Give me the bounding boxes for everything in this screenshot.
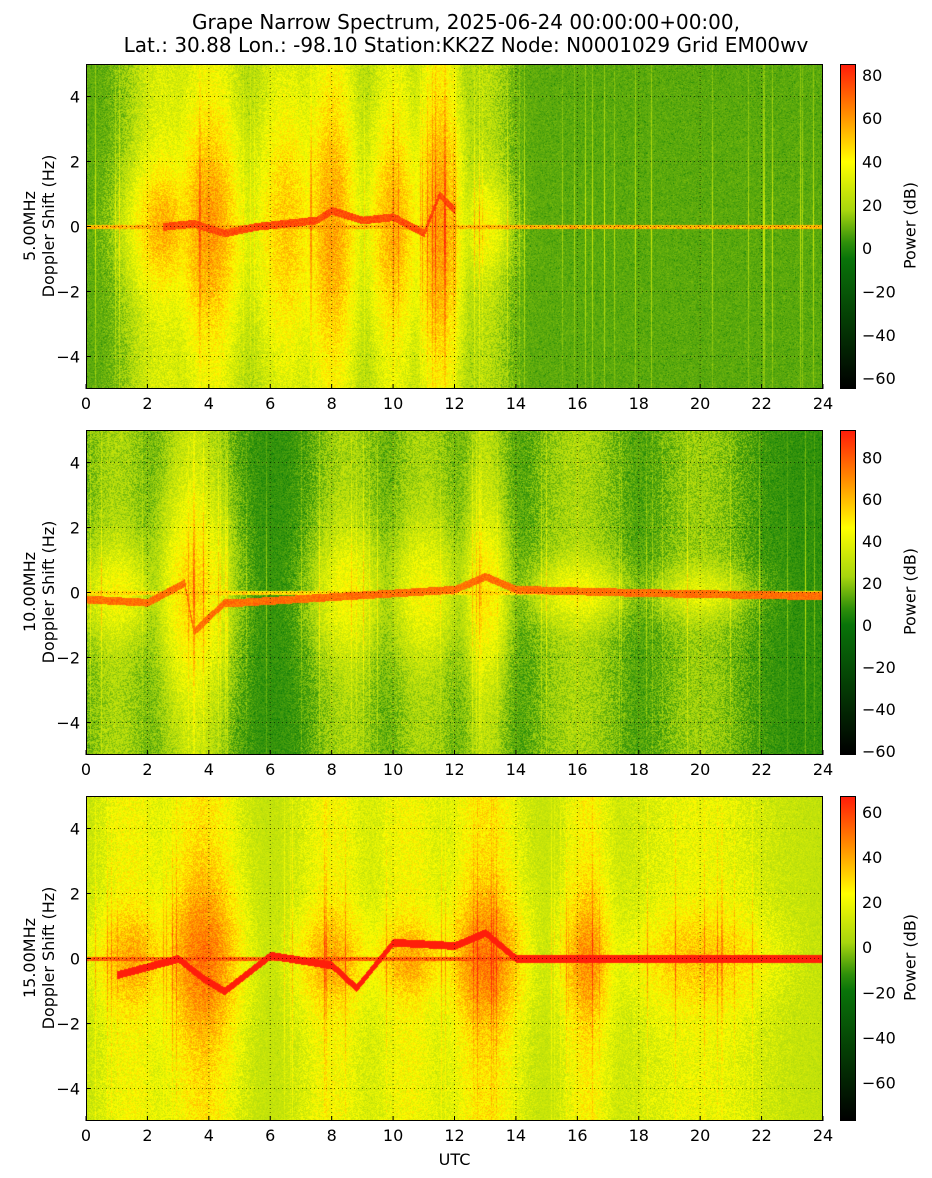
x-tick-label: 8 <box>327 1126 337 1145</box>
colorbar-tick-label: 20 <box>862 574 882 593</box>
x-tick-label: 10 <box>383 394 403 413</box>
colorbar-tick-label: −60 <box>862 369 896 388</box>
x-tick-label: 14 <box>506 1126 526 1145</box>
colorbar-tick-label: −20 <box>862 658 896 677</box>
x-tick-label: 4 <box>204 394 214 413</box>
colorbar-tick-label: −20 <box>862 283 896 302</box>
x-tick-label: 22 <box>751 760 771 779</box>
x-tick-label: 0 <box>81 760 91 779</box>
panel-15mhz: 0 2 4 6 8 10 12 14 16 18 20 22 24 4 2 0 −2 −4 60 40 20 0 −20 −4… <box>0 796 932 1156</box>
y-tick-label: −4 <box>56 1080 80 1099</box>
colorbar-tick-label: −20 <box>862 983 896 1002</box>
x-tick-label: 20 <box>690 394 710 413</box>
x-tick-label: 0 <box>81 394 91 413</box>
panel-5mhz: 0 2 4 6 8 10 12 14 16 18 20 22 24 4 2 0 −2 −4 80 60 40 20 0 −20… <box>0 64 932 424</box>
colorbar-label: Power (dB) <box>900 547 920 636</box>
colorbar-tick-label: 20 <box>862 893 882 912</box>
colorbar-tick-label: 0 <box>862 616 872 635</box>
x-tick-label: 4 <box>204 760 214 779</box>
y-tick-label: 2 <box>70 885 80 904</box>
y-tick-label: 0 <box>70 218 80 237</box>
colorbar <box>840 64 856 389</box>
x-tick-label: 6 <box>265 1126 275 1145</box>
colorbar-tick-label: −40 <box>862 700 896 719</box>
spectrogram-plot <box>86 796 823 1121</box>
y-tick-label: 0 <box>70 584 80 603</box>
colorbar-tick-label: −60 <box>862 742 896 761</box>
x-tick-label: 18 <box>629 760 649 779</box>
x-tick-label: 24 <box>813 760 833 779</box>
spectrogram-heatmap <box>86 430 823 755</box>
y-tick-label: 2 <box>70 153 80 172</box>
colorbar-tick-label: 20 <box>862 196 882 215</box>
y-tick-label: −4 <box>56 714 80 733</box>
ylabel: 10.00MHz Doppler Shift (Hz) <box>20 520 58 664</box>
colorbar <box>840 796 856 1121</box>
colorbar-tick-label: 0 <box>862 938 872 957</box>
x-tick-label: 16 <box>567 394 587 413</box>
y-tick-label: 4 <box>70 820 80 839</box>
x-tick-label: 18 <box>629 1126 649 1145</box>
x-tick-label: 6 <box>265 394 275 413</box>
colorbar-tick-label: 40 <box>862 153 882 172</box>
colorbar-tick-label: 60 <box>862 109 882 128</box>
x-tick-label: 0 <box>81 1126 91 1145</box>
x-tick-label: 24 <box>813 394 833 413</box>
y-tick-label: 4 <box>70 88 80 107</box>
x-tick-label: 8 <box>327 760 337 779</box>
x-tick-label: 10 <box>383 1126 403 1145</box>
spectrogram-heatmap <box>86 64 823 389</box>
colorbar-tick-label: 60 <box>862 490 882 509</box>
ylabel: 15.00MHz Doppler Shift (Hz) <box>20 886 58 1030</box>
y-tick-label: 0 <box>70 950 80 969</box>
x-tick-label: 16 <box>567 1126 587 1145</box>
colorbar-label: Power (dB) <box>900 913 920 1002</box>
spectrogram-heatmap <box>86 796 823 1121</box>
x-tick-label: 8 <box>327 394 337 413</box>
colorbar-tick-label: −40 <box>862 326 896 345</box>
x-tick-label: 10 <box>383 760 403 779</box>
x-tick-label: 2 <box>142 1126 152 1145</box>
colorbar-tick-label: 60 <box>862 803 882 822</box>
colorbar-tick-label: 80 <box>862 448 882 467</box>
colorbar-tick-label: 0 <box>862 239 872 258</box>
x-tick-label: 2 <box>142 394 152 413</box>
x-tick-label: 22 <box>751 394 771 413</box>
x-tick-label: 18 <box>629 394 649 413</box>
y-tick-label: 2 <box>70 519 80 538</box>
figure-title-line2: Lat.: 30.88 Lon.: -98.10 Station:KK2Z No… <box>123 33 809 57</box>
colorbar-tick-label: 40 <box>862 532 882 551</box>
x-tick-label: 6 <box>265 760 275 779</box>
y-tick-label: −4 <box>56 348 80 367</box>
x-tick-label: 14 <box>506 394 526 413</box>
colorbar-label: Power (dB) <box>900 181 920 270</box>
colorbar-tick-label: 80 <box>862 66 882 85</box>
ylabel: 5.00MHz Doppler Shift (Hz) <box>20 154 58 298</box>
x-tick-label: 12 <box>444 1126 464 1145</box>
x-tick-label: 14 <box>506 760 526 779</box>
x-tick-label: 12 <box>444 394 464 413</box>
spectrogram-plot <box>86 64 823 389</box>
y-tick-label: 4 <box>70 454 80 473</box>
panel-10mhz: 0 2 4 6 8 10 12 14 16 18 20 22 24 4 2 0 −2 −4 80 60 40 20 0 −20… <box>0 430 932 790</box>
figure-title-line1: Grape Narrow Spectrum, 2025-06-24 00:00:… <box>192 10 740 34</box>
x-tick-label: 24 <box>813 1126 833 1145</box>
x-tick-label: 20 <box>690 760 710 779</box>
colorbar-tick-label: 40 <box>862 848 882 867</box>
x-tick-label: 16 <box>567 760 587 779</box>
colorbar-tick-label: −60 <box>862 1074 896 1093</box>
x-tick-label: 4 <box>204 1126 214 1145</box>
colorbar-tick-label: −40 <box>862 1028 896 1047</box>
x-tick-label: 2 <box>142 760 152 779</box>
colorbar <box>840 430 856 755</box>
x-tick-label: 12 <box>444 760 464 779</box>
x-axis-label: UTC <box>438 1150 471 1169</box>
x-tick-label: 20 <box>690 1126 710 1145</box>
x-tick-label: 22 <box>751 1126 771 1145</box>
spectrogram-plot <box>86 430 823 755</box>
